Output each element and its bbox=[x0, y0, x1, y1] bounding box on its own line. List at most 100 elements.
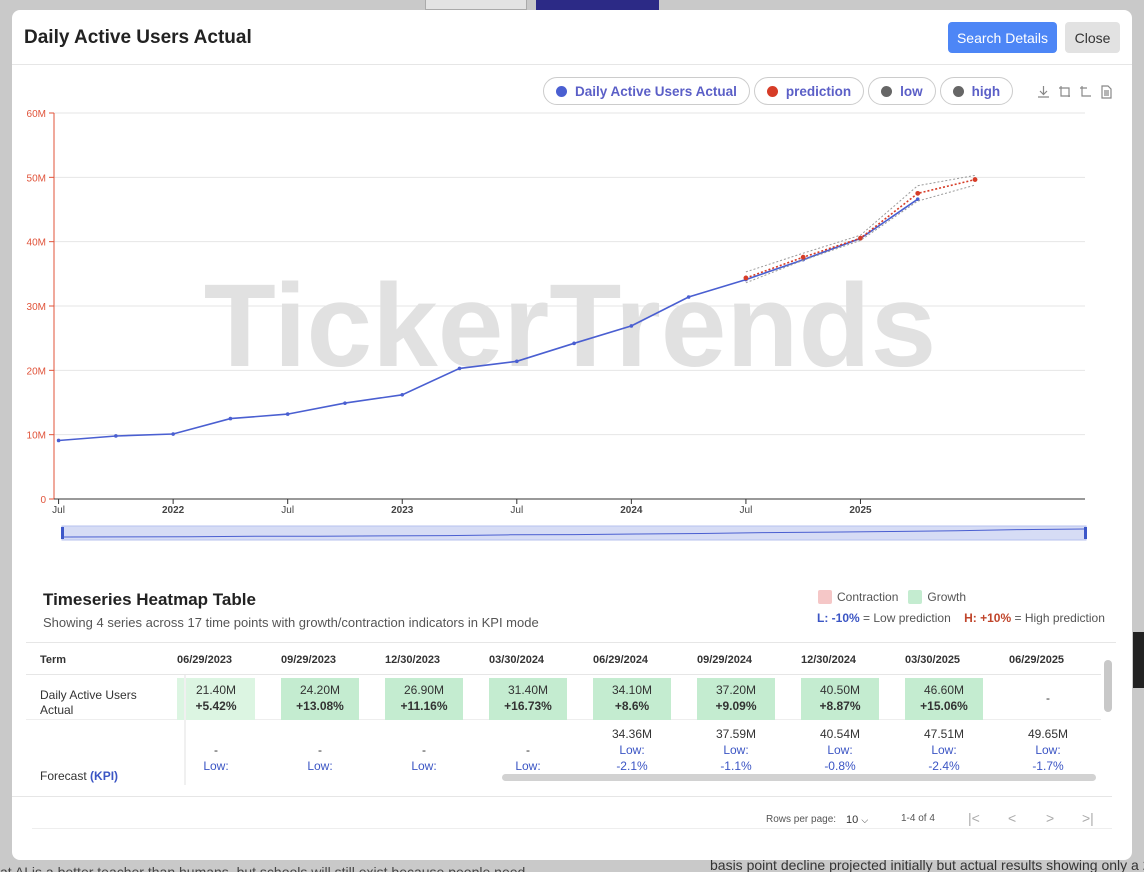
forecast-dash: - bbox=[214, 743, 218, 757]
heatmap-cell[interactable]: 31.40M +16.73% bbox=[489, 678, 567, 720]
heatmap-cell[interactable]: - bbox=[1009, 678, 1087, 720]
cell-value: 21.40M bbox=[195, 683, 237, 697]
background-panel bbox=[1133, 632, 1144, 688]
x-tick-label: 2023 bbox=[391, 505, 414, 516]
cell-value: - bbox=[1046, 691, 1050, 705]
download-icon[interactable] bbox=[1037, 85, 1050, 99]
reset-zoom-icon[interactable] bbox=[1079, 85, 1092, 99]
heatmap-color-legend: Contraction Growth bbox=[818, 590, 966, 604]
y-tick-label: 30M bbox=[27, 302, 46, 313]
rows-per-page-select[interactable]: 10 ⌵ bbox=[846, 814, 868, 826]
forecast-low: Low: bbox=[827, 743, 853, 757]
zoom-handle-right bbox=[1084, 527, 1087, 539]
background-text-left: at AI is a better teacher than humans, b… bbox=[0, 864, 526, 872]
heatmap-cell[interactable]: 21.40M +5.42% bbox=[177, 678, 255, 720]
forecast-cell: 40.54M Low: -0.8% bbox=[795, 726, 885, 774]
horizontal-scrollbar[interactable] bbox=[502, 774, 1096, 781]
contraction-swatch bbox=[818, 590, 832, 604]
pagination: Rows per page: 10 ⌵ 1-4 of 4 |< < > >| bbox=[12, 796, 1112, 840]
first-page-icon[interactable]: |< bbox=[968, 810, 980, 826]
heatmap-cell[interactable]: 26.90M +11.16% bbox=[385, 678, 463, 720]
legend-item-high[interactable]: high bbox=[939, 77, 1014, 105]
forecast-cell: - Low: bbox=[275, 742, 365, 774]
legend-label: high bbox=[971, 83, 1001, 99]
cell-value: 31.40M bbox=[507, 683, 549, 697]
line-chart[interactable]: 0 10M 20M 30M 40M 50M 60M Jul 2022 Jul 2023 Jul 2024… bbox=[12, 66, 1132, 546]
row-term-label: Forecast bbox=[40, 769, 87, 783]
data-point bbox=[515, 359, 519, 364]
legend-item-actual[interactable]: Daily Active Users Actual bbox=[543, 77, 750, 105]
heatmap-cell[interactable]: 34.10M +8.6% bbox=[593, 678, 671, 720]
forecast-low: Low: bbox=[203, 759, 229, 773]
table-header-row: Term 06/29/2023 09/29/2023 12/30/2023 03… bbox=[26, 643, 1101, 675]
cell-change: +16.73% bbox=[504, 699, 552, 713]
data-point bbox=[56, 438, 61, 443]
sticky-column-divider bbox=[184, 675, 186, 785]
chart-toolbox bbox=[1037, 85, 1113, 99]
heatmap-cell[interactable]: 24.20M +13.08% bbox=[281, 678, 359, 720]
column-header-term: Term bbox=[40, 654, 67, 666]
heatmap-cell[interactable]: 40.50M +8.87% bbox=[801, 678, 879, 720]
forecast-low: Low: bbox=[723, 743, 749, 757]
background-control bbox=[425, 0, 527, 10]
forecast-cell: 34.36M Low: -2.1% bbox=[587, 726, 677, 774]
data-point bbox=[400, 392, 405, 397]
legend-item-prediction[interactable]: prediction bbox=[753, 77, 865, 105]
next-page-icon[interactable]: > bbox=[1046, 810, 1055, 826]
forecast-value: 47.51M bbox=[923, 727, 965, 741]
column-header: 06/29/2025 bbox=[1009, 654, 1065, 666]
search-details-button[interactable]: Search Details bbox=[948, 22, 1057, 53]
heatmap-cell[interactable]: 46.60M +15.06% bbox=[905, 678, 983, 720]
forecast-pct: -0.8% bbox=[824, 759, 856, 773]
y-tick-label: 20M bbox=[27, 366, 46, 377]
cell-change: +8.6% bbox=[614, 699, 650, 713]
forecast-pct: -2.4% bbox=[928, 759, 960, 773]
prev-page-icon[interactable]: < bbox=[1008, 810, 1017, 826]
forecast-low: Low: bbox=[619, 743, 645, 757]
chart-legend: Daily Active Users Actual prediction low… bbox=[543, 77, 1014, 105]
kpi-link[interactable]: (KPI) bbox=[90, 769, 119, 783]
vertical-scrollbar[interactable] bbox=[1104, 660, 1112, 712]
cell-change: +9.09% bbox=[715, 699, 757, 713]
chart-modal: Daily Active Users Actual Search Details… bbox=[12, 10, 1132, 860]
data-point bbox=[972, 177, 978, 182]
forecast-pct: -1.1% bbox=[720, 759, 752, 773]
forecast-value: 49.65M bbox=[1027, 727, 1069, 741]
forecast-cell: 49.65M Low: -1.7% bbox=[1003, 726, 1093, 774]
modal-title: Daily Active Users Actual bbox=[24, 27, 252, 48]
forecast-cell: 37.59M Low: -1.1% bbox=[691, 726, 781, 774]
heatmap-cell[interactable]: 37.20M +9.09% bbox=[697, 678, 775, 720]
forecast-pct: -2.1% bbox=[616, 759, 648, 773]
rows-per-page-value: 10 bbox=[846, 814, 859, 826]
y-tick-label: 50M bbox=[27, 173, 46, 184]
data-point bbox=[743, 275, 749, 281]
high-text: = High prediction bbox=[1014, 611, 1105, 625]
forecast-value: 40.54M bbox=[819, 727, 861, 741]
row-term: Daily Active Users Actual bbox=[40, 688, 137, 717]
forecast-dash: - bbox=[422, 743, 426, 757]
forecast-low: Low: bbox=[515, 759, 541, 773]
heatmap-table: Term 06/29/2023 09/29/2023 12/30/2023 03… bbox=[26, 642, 1116, 788]
forecast-dash: - bbox=[526, 743, 530, 757]
cell-value: 40.50M bbox=[819, 683, 861, 697]
legend-dot-icon bbox=[952, 85, 964, 97]
column-header: 06/29/2024 bbox=[593, 654, 649, 666]
table-row[interactable]: Daily Active Users Actual 21.40M +5.42% 2… bbox=[26, 675, 1101, 720]
close-button[interactable]: Close bbox=[1065, 22, 1120, 53]
table-row[interactable]: Forecast (KPI) - Low: - Low: - Low: - Low: 3… bbox=[26, 720, 1101, 783]
legend-item-low[interactable]: low bbox=[868, 77, 936, 105]
legend-label: Daily Active Users Actual bbox=[575, 83, 737, 99]
background-button bbox=[536, 0, 659, 10]
data-view-icon[interactable] bbox=[1100, 85, 1113, 99]
low-label: L: -10% bbox=[817, 611, 860, 625]
high-label: H: +10% bbox=[964, 611, 1012, 625]
modal-header: Daily Active Users Actual Search Details… bbox=[12, 10, 1132, 65]
zoom-slider bbox=[61, 525, 1087, 541]
zoom-icon[interactable] bbox=[1058, 85, 1071, 99]
column-header: 06/29/2023 bbox=[177, 654, 233, 666]
cell-change: +15.06% bbox=[920, 699, 968, 713]
last-page-icon[interactable]: >| bbox=[1082, 810, 1094, 826]
column-header: 12/30/2024 bbox=[801, 654, 857, 666]
data-point bbox=[686, 295, 691, 299]
forecast-low: Low: bbox=[931, 743, 957, 757]
